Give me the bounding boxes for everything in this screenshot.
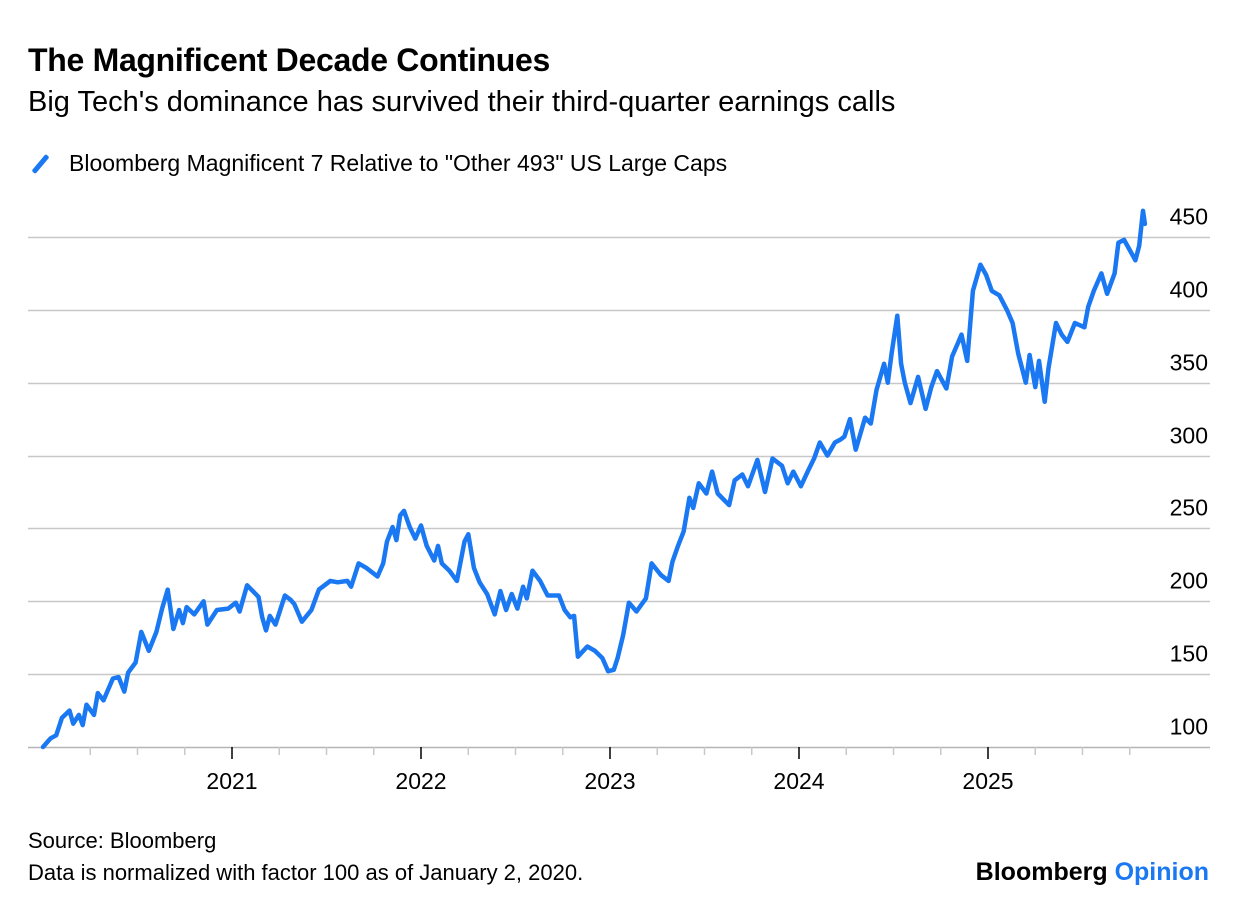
legend-label: Bloomberg Magnificent 7 Relative to "Oth… bbox=[69, 150, 728, 176]
y-tick-label: 350 bbox=[1170, 350, 1208, 376]
x-tick-label: 2022 bbox=[395, 768, 446, 794]
source-note: Source: Bloomberg bbox=[28, 828, 217, 853]
x-tick-label: 2021 bbox=[206, 768, 257, 794]
y-tick-label: 300 bbox=[1170, 423, 1208, 449]
x-tick-label: 2025 bbox=[962, 768, 1013, 794]
bloomberg-opinion-logo: Bloomberg Opinion bbox=[976, 858, 1209, 887]
series-line bbox=[40, 208, 1148, 750]
x-tick-label: 2024 bbox=[773, 768, 824, 794]
normalization-note: Data is normalized with factor 100 as of… bbox=[28, 860, 584, 885]
y-tick-label: 400 bbox=[1170, 277, 1208, 303]
brand-main: Bloomberg bbox=[975, 858, 1108, 886]
y-tick-label: 150 bbox=[1170, 641, 1208, 667]
chart-subtitle: Big Tech's dominance has survived their … bbox=[28, 86, 896, 118]
y-tick-label: 200 bbox=[1170, 568, 1208, 594]
y-tick-label: 250 bbox=[1170, 495, 1208, 521]
x-tick-label: 2023 bbox=[584, 768, 635, 794]
chart-title: The Magnificent Decade Continues bbox=[28, 42, 551, 78]
y-tick-label: 100 bbox=[1170, 714, 1208, 740]
legend: Bloomberg Magnificent 7 Relative to "Oth… bbox=[30, 150, 727, 177]
brand-accent: Opinion bbox=[1114, 858, 1209, 886]
y-tick-label: 450 bbox=[1170, 204, 1208, 230]
